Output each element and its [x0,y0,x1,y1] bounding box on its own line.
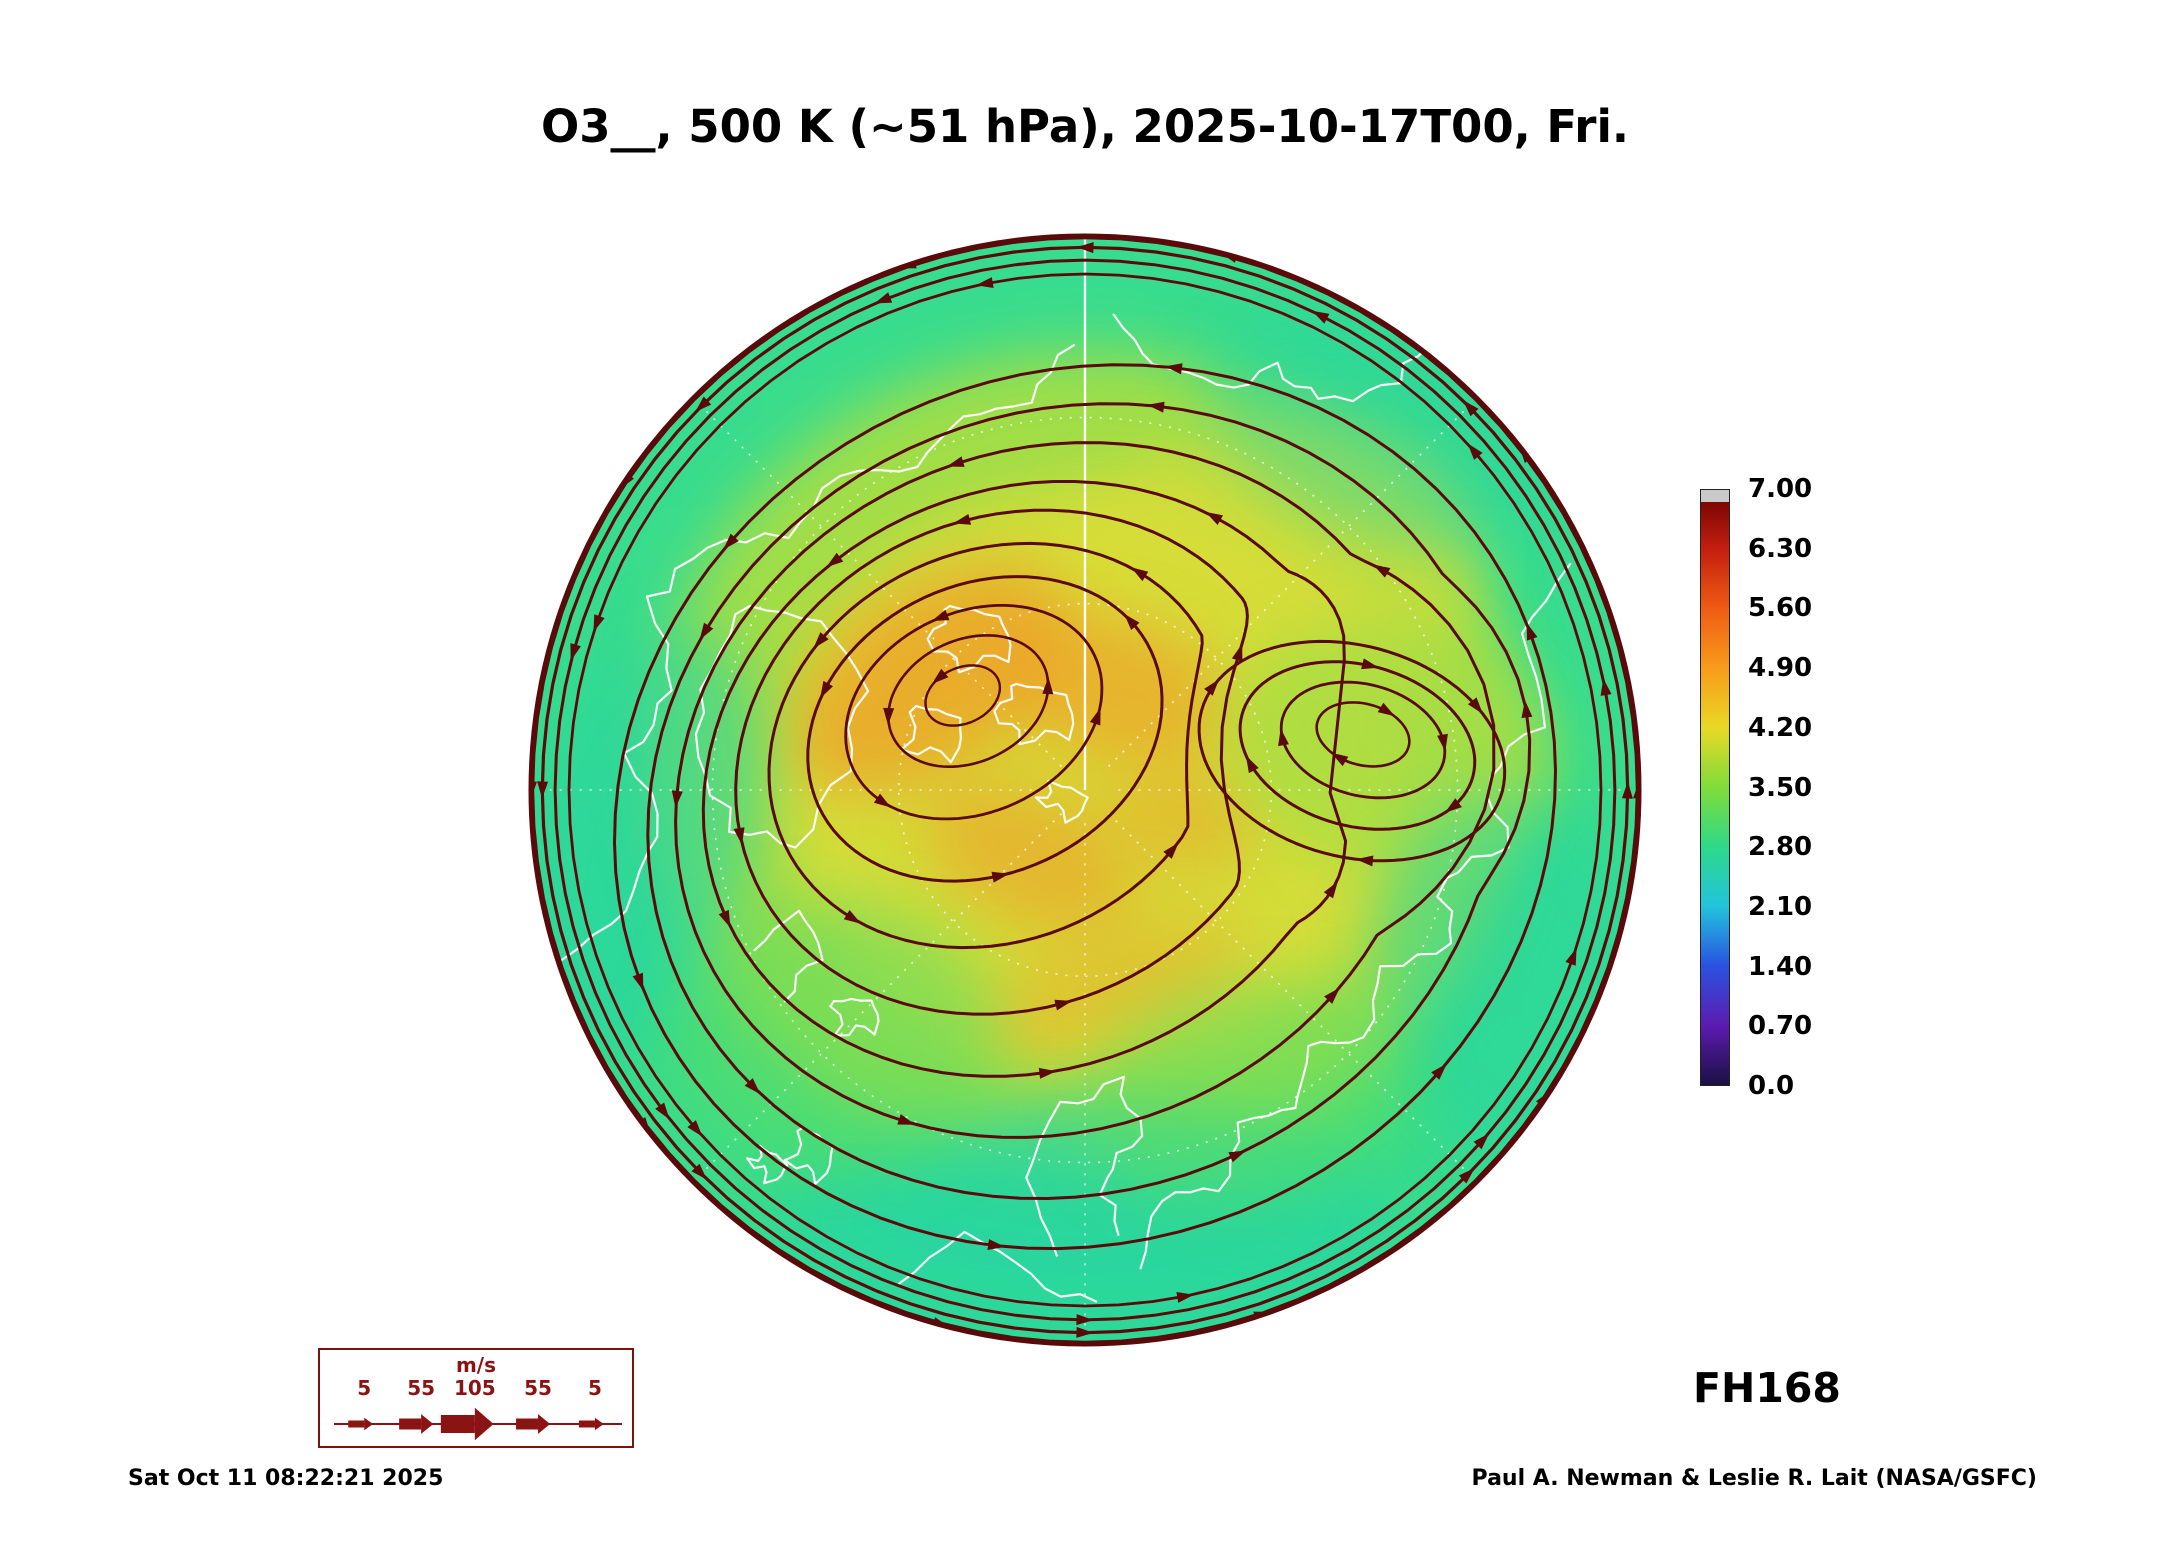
forecast-hour-label: FH168 [1693,1364,1841,1412]
wind-legend-unit: m/s [455,1353,497,1377]
colorbar-tick-labels: 7.00 6.30 5.60 4.90 4.20 3.50 2.80 2.10 1.40 0.70… [1748,474,1878,1101]
coastline [753,909,824,1003]
coastline [829,997,880,1037]
wind-legend-arrows [334,1407,622,1441]
coastline [900,704,962,764]
generation-timestamp: Sat Oct 11 08:22:21 2025 [128,1466,444,1491]
credit-line: Paul A. Newman & Leslie R. Lait (NASA/GS… [1471,1466,2037,1491]
wind-legend-value: 55 [407,1376,436,1400]
coastline [926,604,1012,674]
wind-legend-value: 105 [453,1376,496,1400]
colorbar-tick-label: 4.90 [1748,653,1813,684]
coastline [746,1144,789,1185]
coastline [1025,1075,1144,1257]
coastline [558,344,1075,963]
map-boundary-ring [528,233,1642,1347]
coastline [1112,313,1431,403]
colorbar-tick-label: 6.30 [1748,533,1813,564]
coastlines [558,313,1572,1303]
coastline [993,682,1075,746]
wind-legend-value: 5 [357,1376,372,1400]
coastline [897,1230,1098,1303]
colorbar-tick-label: 3.50 [1748,772,1813,803]
wind-legend-value: 5 [587,1376,602,1400]
colorbar-tick-label: 0.70 [1748,1011,1813,1042]
colorbar-tick-label: 2.80 [1748,832,1813,863]
colorbar-overflow-cap [1701,490,1729,502]
colorbar-tick-label: 1.40 [1748,951,1813,982]
colorbar-tick-label: 5.60 [1748,593,1813,624]
colorbar-tick-label: 2.10 [1748,891,1813,922]
polar-map [528,233,1642,1347]
wind-legend-value: 55 [524,1376,552,1400]
coastline [1034,779,1089,824]
wind-speed-legend: m/s 5 55 105 55 5 [318,1348,634,1448]
colorbar-tick-label: 7.00 [1748,474,1813,504]
colorbar [1700,489,1730,1086]
plot-title: O3__, 500 K (~51 hPa), 2025-10-17T00, Fr… [540,100,1630,153]
colorbar-tick-label: 0.0 [1748,1071,1795,1101]
colorbar-tick-label: 4.20 [1748,712,1813,743]
coastline [1139,563,1572,1270]
